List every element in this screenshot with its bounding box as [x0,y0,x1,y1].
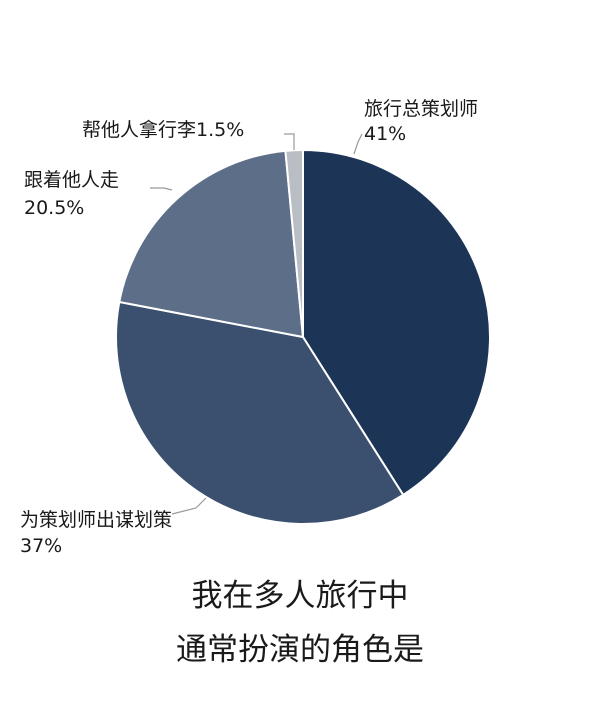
slice-percent-luggage: 1.5% [196,119,244,141]
pie-slice-planner [302,148,491,497]
leader-line-luggage [284,133,295,150]
pie-slice-advisor [115,300,405,525]
slice-label-luggage: 帮他人拿行李1.5% [82,118,244,141]
leader-line-follower [150,187,173,191]
slice-percent-follower: 20.5% [24,197,84,219]
pie-slice-follower [118,149,305,339]
slice-percent-advisor: 37% [20,535,62,557]
chart-title-line-2: 通常扮演的角色是 [176,632,424,668]
leader-line-planner [353,133,363,155]
label-leader-lines [150,133,363,515]
leader-line-advisor [171,497,207,515]
pie-slice-luggage [284,148,304,338]
slice-percent-planner: 41% [364,123,406,145]
pie-slices [115,148,491,525]
slice-name-luggage: 帮他人拿行李 [82,118,196,141]
slice-name-planner: 旅行总策划师 [364,98,478,120]
chart-title-line-1: 我在多人旅行中 [192,578,409,614]
slice-name-follower: 跟着他人走 [24,169,119,191]
slice-name-advisor: 为策划师出谋划策 [20,509,172,531]
